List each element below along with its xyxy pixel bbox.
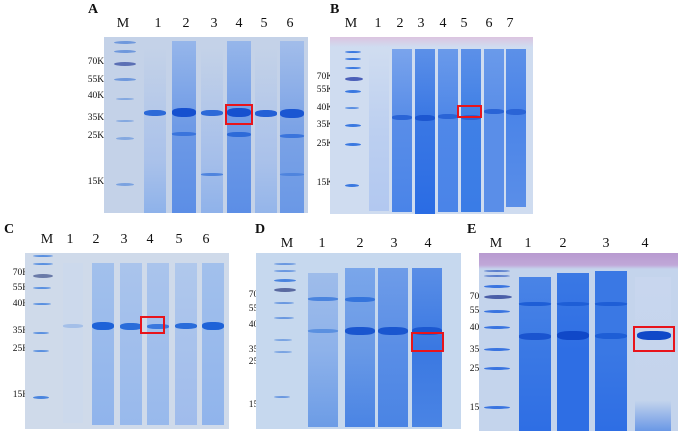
- panel-letter: D: [255, 222, 266, 237]
- lane-label-5: 5: [260, 16, 268, 31]
- lane-label-4: 4: [235, 16, 243, 31]
- mw-label-15kd: 15KD: [87, 177, 111, 187]
- panel-c: C M 1 2 3 4 5 6 70KD 55KD 40KD 35KD 25KD…: [0, 215, 250, 432]
- gel-image: [479, 253, 678, 431]
- lane-label-2: 2: [182, 16, 190, 31]
- mw-label-40kd: 40KD: [87, 91, 111, 101]
- highlight-box-lane-4: [140, 316, 165, 334]
- lane-label-m: M: [344, 16, 358, 31]
- panel-a: A M 1 2 3 4 5 6 70KD 55KD 40KD 35KD 25KD…: [0, 0, 320, 215]
- panel-letter: B: [330, 2, 340, 17]
- lane-label-4: 4: [439, 16, 447, 31]
- lane-label-4: 4: [424, 236, 432, 251]
- panel-e: E M 1 2 3 4 70KD 55KD 40KD 35KD 25KD 15K…: [455, 215, 685, 432]
- lane-label-4: 4: [146, 232, 154, 247]
- lane-label-3: 3: [120, 232, 128, 247]
- highlight-box-lane-4: [633, 326, 675, 352]
- lane-label-2: 2: [356, 236, 364, 251]
- gel-image: [104, 37, 308, 213]
- mw-label-25kd: 25KD: [0, 344, 36, 354]
- mw-label-40kd: 40KD: [316, 103, 340, 113]
- lane-label-m: M: [116, 16, 130, 31]
- lane-label-m: M: [489, 236, 503, 251]
- panel-d: D M 1 2 3 4 70KD 55KD 40KD 35KD 25KD 15K…: [240, 215, 465, 432]
- mw-label-35kd: 35KD: [316, 120, 340, 130]
- lane-label-m: M: [40, 232, 54, 247]
- lane-label-3: 3: [390, 236, 398, 251]
- lane-label-6: 6: [286, 16, 294, 31]
- panel-letter: E: [467, 222, 477, 237]
- lane-label-2: 2: [396, 16, 404, 31]
- lane-label-4: 4: [641, 236, 649, 251]
- mw-label-55kd: 55KD: [87, 75, 111, 85]
- mw-label-55kd: 55KD: [0, 283, 36, 293]
- mw-label-55kd: 55KD: [316, 85, 340, 95]
- lane-label-1: 1: [154, 16, 162, 31]
- lane-label-1: 1: [524, 236, 532, 251]
- lane-label-7: 7: [506, 16, 514, 31]
- mw-label-25kd: 25KD: [87, 131, 111, 141]
- lane-label-3: 3: [210, 16, 218, 31]
- lane-label-6: 6: [202, 232, 210, 247]
- lane-label-1: 1: [374, 16, 382, 31]
- mw-label-35kd: 35KD: [87, 113, 111, 123]
- highlight-box-lane-4: [225, 104, 253, 125]
- mw-label-70kd: 70KD: [87, 57, 111, 67]
- panel-letter: C: [4, 222, 15, 237]
- mw-label-70kd: 70KD: [0, 268, 36, 278]
- mw-label-70kd: 70KD: [316, 72, 340, 82]
- mw-label-35kd: 35KD: [0, 326, 36, 336]
- gel-image: [25, 253, 229, 429]
- lane-label-2: 2: [92, 232, 100, 247]
- lane-label-1: 1: [66, 232, 74, 247]
- lane-label-6: 6: [485, 16, 493, 31]
- lane-label-1: 1: [318, 236, 326, 251]
- lane-label-5: 5: [175, 232, 183, 247]
- mw-label-40kd: 40KD: [0, 299, 36, 309]
- mw-label-25kd: 25KD: [316, 139, 340, 149]
- lane-label-3: 3: [602, 236, 610, 251]
- lane-label-2: 2: [559, 236, 567, 251]
- panel-b: B M 1 2 3 4 5 6 7 70KD 55KD 40KD 35KD 25…: [317, 0, 685, 215]
- panel-letter: A: [88, 2, 99, 17]
- highlight-box-lane-4: [411, 332, 444, 352]
- highlight-box-lane-5: [457, 105, 482, 118]
- gel-image: [330, 37, 533, 214]
- lane-label-3: 3: [417, 16, 425, 31]
- mw-label-15kd: 15KD: [316, 178, 340, 188]
- gel-image: [256, 253, 461, 429]
- lane-label-m: M: [280, 236, 294, 251]
- mw-label-15kd: 15KD: [0, 390, 36, 400]
- lane-label-5: 5: [460, 16, 468, 31]
